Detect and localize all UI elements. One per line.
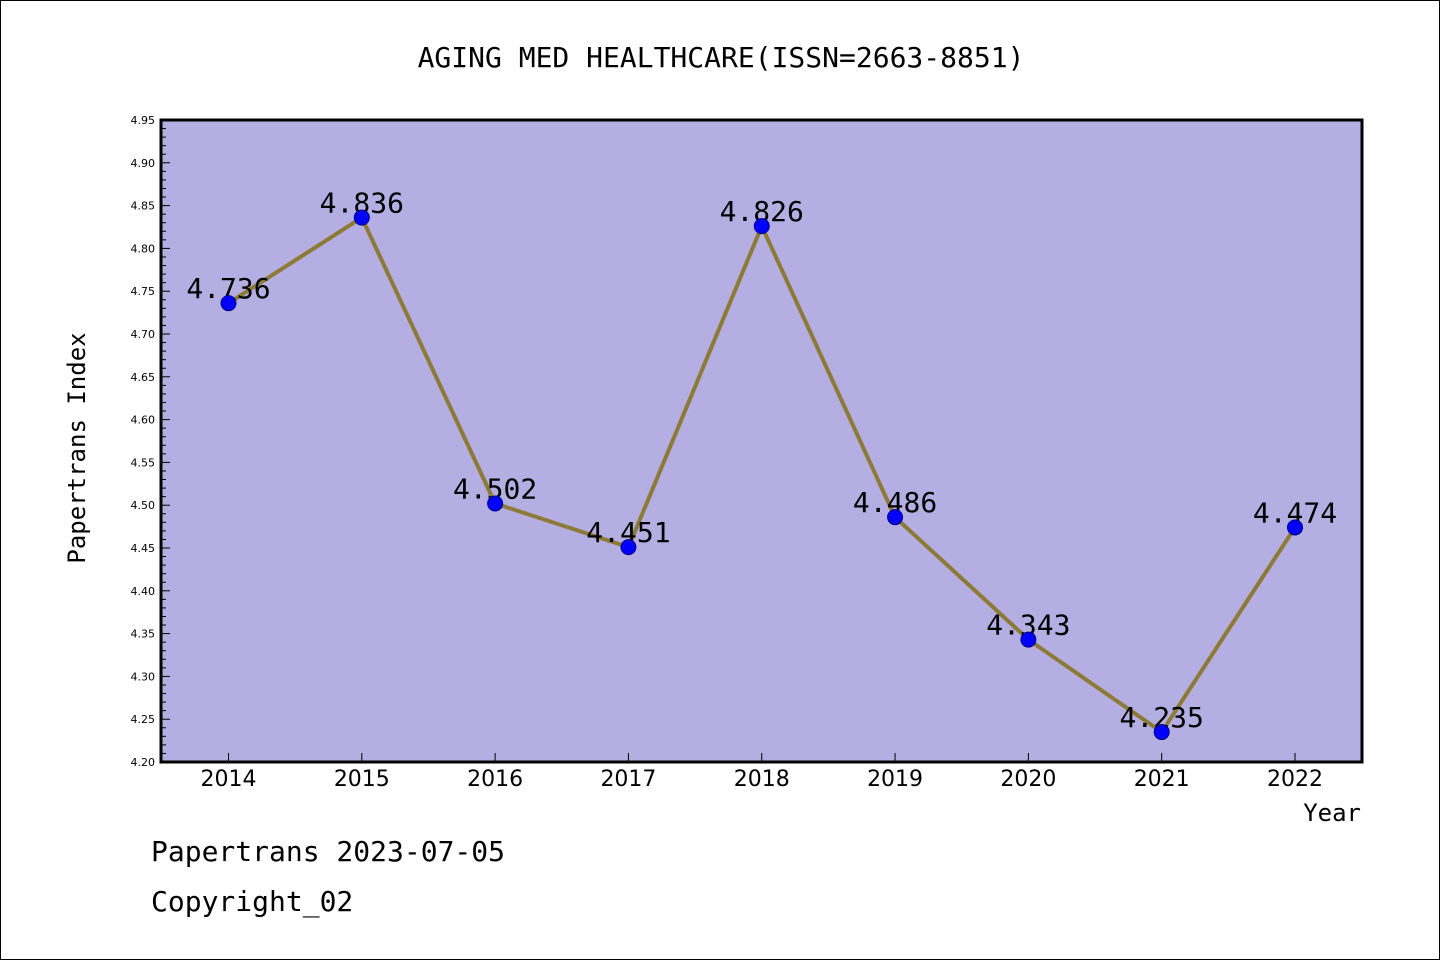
data-point	[1153, 724, 1170, 741]
y-tick-label: 4.85	[131, 200, 156, 213]
x-tick-label: 2017	[600, 767, 656, 792]
footer-copyright: Copyright_02	[151, 885, 354, 918]
y-tick-label: 4.45	[131, 542, 156, 555]
y-tick-label: 4.25	[131, 713, 156, 726]
x-tick-label: 2015	[334, 767, 390, 792]
x-tick-label: 2018	[734, 767, 790, 792]
data-point	[887, 509, 904, 526]
x-tick-label: 2022	[1267, 767, 1323, 792]
x-axis: 2014 2015 2016 2017 2018 2019 2020 2021 2022	[201, 753, 1323, 792]
x-tick-label: 2019	[867, 767, 923, 792]
y-tick-label: 4.60	[131, 414, 156, 427]
data-point	[753, 218, 770, 235]
x-tick-label: 2016	[467, 767, 523, 792]
x-axis-title: Year	[1303, 799, 1361, 827]
data-point	[487, 495, 504, 512]
y-tick-label: 4.55	[131, 456, 156, 469]
data-point	[353, 209, 370, 226]
series-layer: 4.7364.8364.5024.4514.8264.4864.3434.235…	[186, 187, 1337, 741]
data-point	[1287, 519, 1303, 536]
y-tick-label: 4.40	[131, 585, 156, 598]
x-tick-label: 2014	[201, 767, 257, 792]
y-tick-label: 4.95	[131, 114, 156, 127]
y-tick-label: 4.30	[131, 670, 156, 683]
y-tick-label: 4.20	[131, 756, 156, 769]
y-tick-label: 4.35	[131, 628, 156, 641]
footer-date: Papertrans 2023-07-05	[151, 835, 506, 868]
x-tick-label: 2021	[1134, 767, 1190, 792]
y-tick-label: 4.90	[131, 157, 156, 170]
y-tick-label: 4.75	[131, 285, 156, 298]
y-tick-label: 4.80	[131, 242, 156, 255]
y-tick-label: 4.70	[131, 328, 156, 341]
y-tick-label: 4.65	[131, 371, 156, 384]
y-axis: 4.20 4.25 4.30 4.35 4.40 4.45 4.50 4.55 4.60 4.65…	[131, 114, 170, 769]
x-tick-label: 2020	[1000, 767, 1056, 792]
y-tick-label: 4.50	[131, 499, 156, 512]
y-axis-title: Papertrans Index	[63, 332, 91, 563]
data-point	[1020, 631, 1037, 648]
data-point	[620, 539, 637, 556]
chart-title: AGING MED HEALTHCARE(ISSN=2663-8851)	[418, 41, 1025, 74]
data-point	[220, 295, 237, 312]
